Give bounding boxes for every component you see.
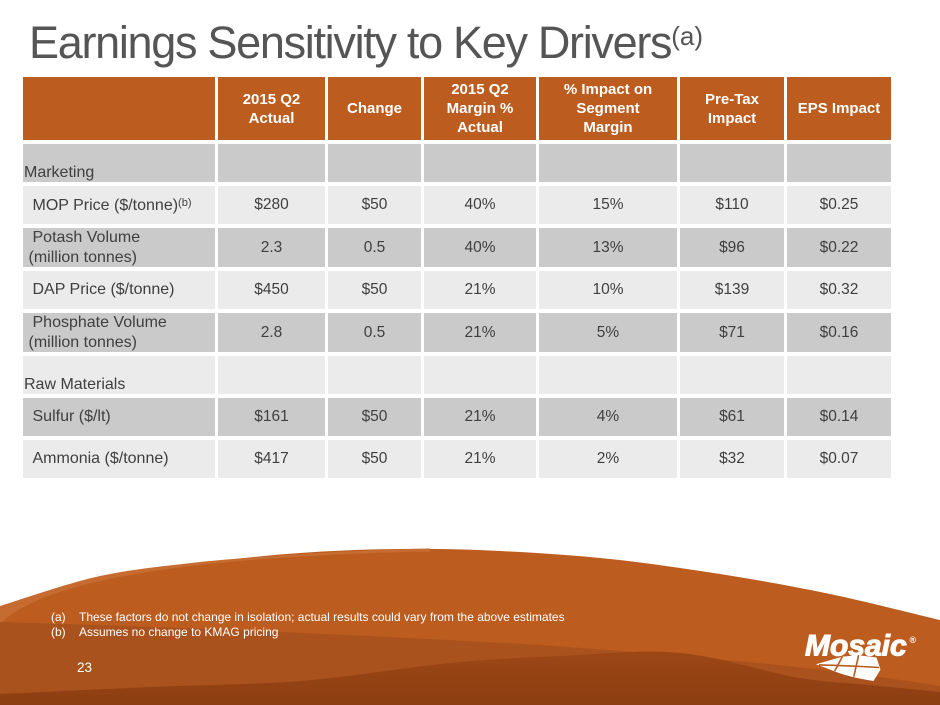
svg-text:Mosaic: Mosaic [805,630,907,663]
svg-text:®: ® [910,635,917,645]
